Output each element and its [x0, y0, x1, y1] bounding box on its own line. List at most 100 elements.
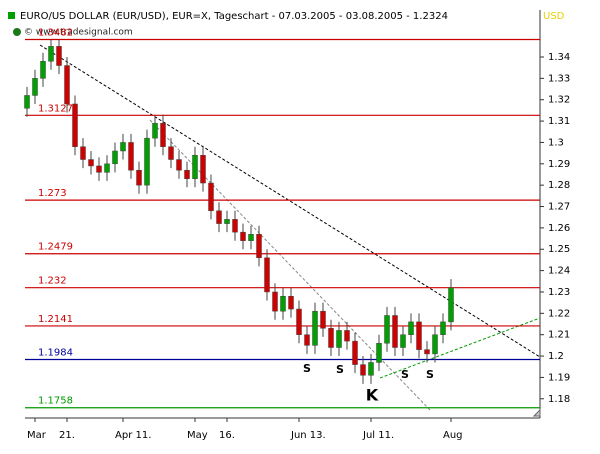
x-tick-label: Jun 13.	[290, 430, 326, 441]
y-tick-label: 1.26	[548, 223, 570, 234]
level-label: 1.2141	[38, 314, 73, 325]
candle-body	[280, 295, 286, 312]
candle-body	[224, 219, 230, 224]
candle-body	[312, 310, 318, 346]
y-tick-label: 1.31	[548, 116, 570, 127]
level-label: 1.1984	[38, 347, 73, 358]
watermark: © www.tradesignal.com	[24, 28, 133, 38]
candle-body	[152, 122, 158, 139]
candle-body	[160, 122, 166, 147]
x-tick-label: Apr 11.	[115, 430, 151, 441]
y-tick-label: 1.34	[548, 52, 570, 63]
candle-body	[208, 182, 214, 212]
level-label: 1.3127	[38, 103, 73, 114]
candle-body	[392, 315, 398, 348]
candle-body	[256, 234, 262, 259]
candle-body	[272, 291, 278, 312]
candle-body	[368, 362, 374, 376]
y-tick-label: 1.24	[548, 266, 570, 277]
candle-body	[144, 137, 150, 186]
candle-body	[72, 103, 78, 147]
y-tick-label: 1.18	[548, 394, 570, 405]
level-label: 1.3482	[38, 27, 73, 38]
y-tick-label: 1.29	[548, 159, 570, 170]
candle-body	[288, 295, 294, 310]
candle-body	[432, 334, 438, 355]
y-tick-label: 1.22	[548, 308, 570, 319]
candle-body	[408, 321, 414, 335]
y-tick-label: 1.21	[548, 330, 570, 341]
candle-body	[440, 321, 446, 335]
x-tick-label: 16.	[219, 430, 235, 441]
y-tick-label: 1.2	[548, 351, 564, 362]
candle-body	[112, 150, 118, 165]
candle-body	[24, 95, 30, 109]
candle-body	[32, 78, 38, 96]
candle-body	[64, 65, 70, 105]
candle-body	[384, 315, 390, 344]
candle-body	[336, 330, 342, 348]
candle-body	[40, 61, 46, 79]
candle-body	[200, 155, 206, 184]
candle-body	[192, 155, 198, 180]
candle-body	[320, 310, 326, 329]
y-tick-label: 1.28	[548, 180, 570, 191]
y-tick-label: 1.19	[548, 372, 570, 383]
x-tick-label: Mar	[27, 430, 47, 441]
pattern-annotation: S	[336, 363, 344, 376]
candle-body	[128, 142, 134, 171]
watermark-logo	[13, 28, 21, 36]
candle-body	[376, 342, 382, 363]
y-tick-label: 1.25	[548, 244, 570, 255]
candle-body	[400, 334, 406, 348]
pattern-annotation: S	[426, 368, 434, 381]
candle-body	[304, 334, 310, 346]
trend-line	[39, 44, 541, 358]
chart-title: EURO/US DOLLAR (EUR/USD), EUR=X, Tagesch…	[20, 11, 448, 22]
pattern-annotation: S	[303, 362, 311, 375]
candle-body	[424, 349, 430, 355]
pattern-annotation: K	[366, 386, 379, 405]
candle-body	[176, 159, 182, 171]
y-tick-label: 1.33	[548, 73, 570, 84]
candle-body	[216, 210, 222, 224]
candle-body	[104, 163, 110, 173]
x-tick-label: Aug	[443, 430, 463, 441]
candle-body	[48, 46, 54, 62]
candle-body	[240, 231, 246, 241]
y-tick-label: 1.23	[548, 287, 570, 298]
candle-body	[184, 169, 190, 180]
currency-label: USD	[543, 11, 565, 22]
corner-marker	[532, 408, 541, 417]
candle-body	[120, 142, 126, 152]
candle-body	[80, 146, 86, 160]
candle-body	[248, 234, 254, 241]
candle-body	[264, 257, 270, 293]
y-tick-label: 1.27	[548, 202, 570, 213]
candle-body	[448, 287, 454, 323]
trend-line	[379, 317, 541, 379]
legend-swatch	[8, 12, 15, 19]
candle-body	[352, 340, 358, 365]
candle-body	[232, 219, 238, 233]
level-label: 1.232	[38, 276, 67, 287]
candle-body	[416, 321, 422, 350]
level-label: 1.273	[38, 188, 67, 199]
candle-body	[88, 159, 94, 167]
y-tick-label: 1.32	[548, 95, 570, 106]
x-tick-label: Jul 11.	[362, 430, 394, 441]
candle-body	[168, 146, 174, 160]
candle-body	[360, 364, 366, 376]
candle-body	[328, 328, 334, 348]
candle-body	[56, 46, 62, 66]
pattern-annotation: S	[401, 368, 409, 381]
x-tick-label: 21.	[59, 430, 75, 441]
y-tick-label: 1.3	[548, 137, 564, 148]
candle-body	[136, 169, 142, 186]
candle-body	[296, 308, 302, 335]
candle-body	[344, 330, 350, 342]
x-tick-label: May	[187, 430, 208, 441]
level-label: 1.1758	[38, 396, 73, 407]
